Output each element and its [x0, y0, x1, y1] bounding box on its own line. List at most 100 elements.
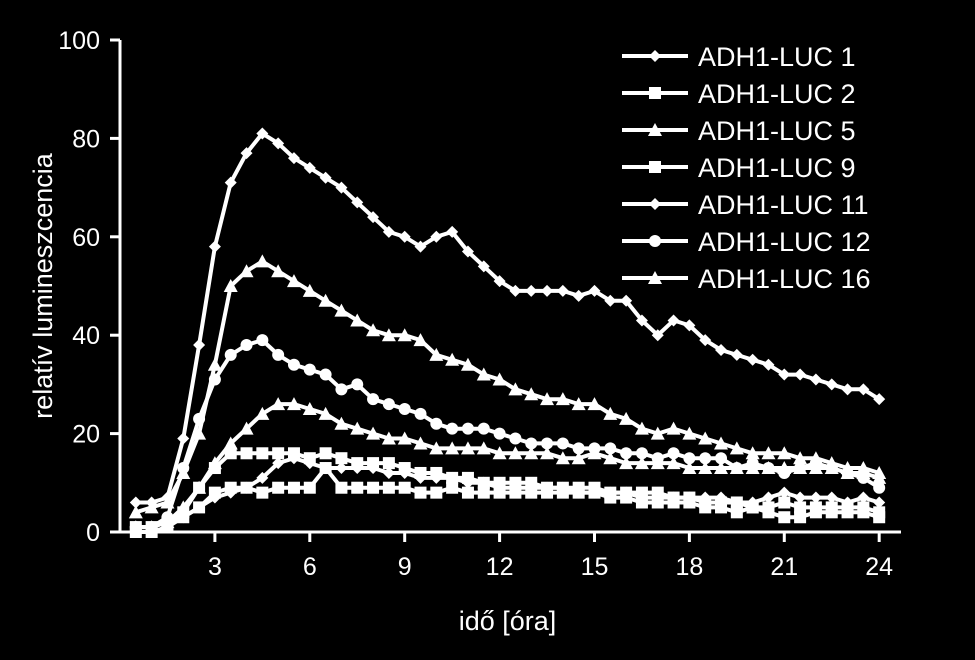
data-point: [525, 284, 538, 297]
data-point: [555, 451, 570, 465]
data-point: [208, 373, 221, 386]
data-point: [256, 127, 269, 140]
data-point: [572, 486, 585, 499]
series-line: [135, 259, 880, 515]
data-point: [872, 470, 887, 484]
data-point: [446, 481, 459, 494]
data-point: [808, 461, 823, 475]
data-point: [430, 417, 443, 430]
data-point: [714, 461, 729, 475]
data-point: [287, 481, 300, 494]
data-point: [350, 421, 365, 435]
data-point: [714, 436, 729, 450]
data-point: [525, 481, 538, 494]
data-point: [588, 486, 601, 499]
data-point: [351, 481, 364, 494]
data-point: [650, 456, 665, 470]
data-point: [683, 319, 696, 332]
plot-series: [128, 127, 887, 538]
data-point: [350, 313, 365, 327]
data-point: [873, 496, 886, 509]
data-point: [809, 501, 822, 514]
data-point: [666, 421, 681, 435]
data-point: [461, 476, 474, 489]
y-tick-label: 60: [72, 224, 100, 252]
data-point: [446, 225, 459, 238]
data-point: [460, 357, 475, 371]
data-point: [682, 461, 697, 475]
data-point: [635, 447, 648, 460]
data-point: [413, 333, 428, 347]
y-tick-label: 0: [86, 519, 100, 547]
legend: ADH1-LUC 1 ADH1-LUC 2 ADH1-LUC 5 ADH1-LUC 9…: [622, 42, 871, 294]
data-point: [524, 387, 539, 401]
data-point: [272, 348, 285, 361]
data-point: [508, 382, 523, 396]
data-point: [351, 378, 364, 391]
data-point: [208, 240, 221, 253]
data-point: [604, 442, 617, 455]
data-point: [634, 421, 649, 435]
data-point: [128, 520, 143, 534]
data-point: [825, 501, 838, 514]
legend-label: ADH1-LUC 5: [698, 116, 856, 146]
data-point: [476, 367, 491, 381]
legend-label: ADH1-LUC 12: [698, 227, 871, 257]
data-point: [351, 462, 364, 475]
data-point: [604, 486, 617, 499]
data-point: [729, 461, 744, 475]
data-point: [509, 481, 522, 494]
data-point: [508, 446, 523, 460]
data-point: [461, 486, 474, 499]
data-point: [272, 137, 285, 150]
data-point: [825, 378, 838, 391]
data-point: [730, 348, 743, 361]
data-point: [556, 481, 569, 494]
data-point: [177, 511, 190, 524]
series-line: [135, 131, 881, 505]
data-point: [446, 422, 459, 435]
data-point: [160, 515, 175, 529]
data-point: [762, 501, 775, 514]
data-point: [856, 465, 871, 479]
legend-marker: [649, 87, 661, 99]
data-point: [319, 171, 332, 184]
data-point: [493, 481, 506, 494]
data-point: [255, 254, 270, 268]
data-point: [715, 343, 728, 356]
data-point: [239, 264, 254, 278]
data-point: [841, 496, 854, 509]
data-point: [287, 452, 300, 465]
data-point: [256, 334, 269, 347]
data-point: [476, 441, 491, 455]
data-point: [303, 457, 316, 470]
data-point: [193, 339, 206, 352]
data-point: [302, 283, 317, 297]
data-point: [192, 480, 207, 494]
data-point: [524, 446, 539, 460]
legend-marker: [648, 123, 662, 136]
data-point: [777, 461, 792, 475]
data-point: [762, 491, 775, 504]
data-point: [571, 451, 586, 465]
data-point: [761, 461, 776, 475]
data-point: [256, 471, 269, 484]
data-point: [619, 456, 634, 470]
legend-label: ADH1-LUC 1: [698, 42, 856, 72]
data-point: [667, 314, 680, 327]
x-tick-label: 9: [398, 553, 412, 581]
data-point: [286, 274, 301, 288]
data-point: [699, 452, 712, 465]
data-point: [603, 451, 618, 465]
data-point: [272, 447, 285, 460]
data-point: [698, 431, 713, 445]
data-point: [240, 339, 253, 352]
data-point: [667, 447, 680, 460]
data-point: [398, 466, 411, 479]
data-point: [555, 392, 570, 406]
data-point: [319, 368, 332, 381]
data-point: [193, 412, 206, 425]
axes: 0 20 40 60 80 100 3 6 9 12 15 18 21 24: [58, 27, 901, 581]
series-1: [129, 127, 886, 509]
data-point: [413, 436, 428, 450]
